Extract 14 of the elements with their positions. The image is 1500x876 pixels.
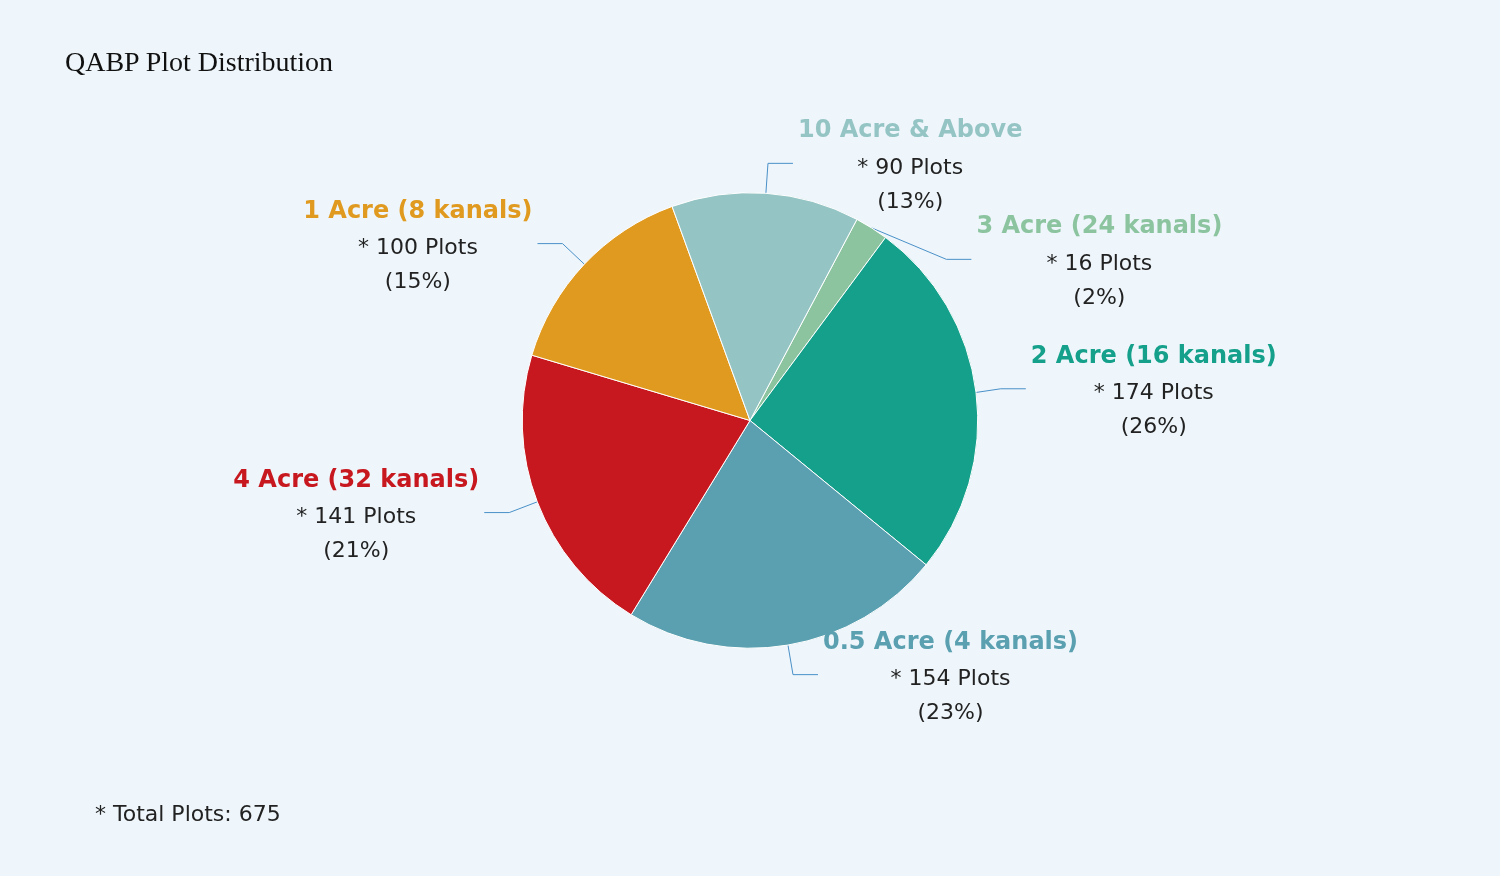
- slice-label: 1 Acre (8 kanals): [303, 195, 533, 224]
- data-label: * 154 Plots (23%): [890, 665, 1011, 725]
- slice-label: 2 Acre (16 kanals): [1030, 340, 1277, 369]
- slice-label: 3 Acre (24 kanals): [976, 211, 1223, 240]
- data-label: * 16 Plots (2%): [1046, 249, 1153, 309]
- data-label: * 141 Plots (21%): [296, 503, 417, 563]
- data-label: * 174 Plots (26%): [1093, 379, 1214, 439]
- data-label: * 90 Plots (13%): [857, 153, 964, 213]
- slice-label: 10 Acre & Above: [797, 115, 1023, 144]
- chart-title: QABP Plot Distribution: [65, 45, 334, 77]
- slice-label: 4 Acre (32 kanals): [233, 464, 480, 493]
- text: * Total Plots: 675: [95, 800, 281, 826]
- slice-label: 0.5 Acre (4 kanals): [822, 626, 1079, 655]
- data-label: * 100 Plots (15%): [357, 234, 478, 294]
